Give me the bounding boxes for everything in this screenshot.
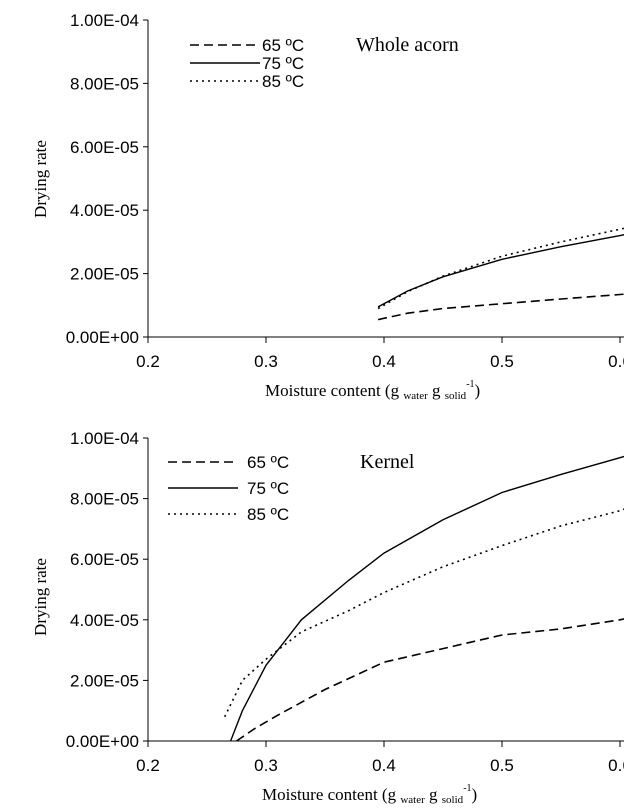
legend-label-65: 65 ºC — [262, 36, 304, 55]
x-tick-label: 0.2 — [136, 756, 160, 775]
legend: 65 ºC 75 ºC 85 ºC — [190, 36, 304, 91]
y-axis-label: Drying rate — [31, 140, 50, 218]
plot-series — [223, 455, 624, 742]
x-tick-label: 0.5 — [490, 352, 514, 371]
y-tick-label: 0.00E+00 — [66, 732, 139, 751]
y-ticks: 0.00E+00 2.00E-05 4.00E-05 6.00E-05 8.00E-05… — [66, 429, 148, 751]
x-tick-label: 0.4 — [372, 756, 396, 775]
x-tick-label: 0.3 — [254, 352, 278, 371]
x-ticks: 0.20.30.40.50.60.7 — [136, 741, 624, 775]
y-tick-label: 4.00E-05 — [70, 201, 139, 220]
chart-whole-acorn: Drying rate 0.00E+00 2.00E-05 4.00E-05 6.00… — [31, 11, 624, 402]
y-tick-label: 1.00E-04 — [70, 429, 139, 448]
x-ticks: 0.20.30.40.50.60.7 — [136, 337, 624, 371]
y-tick-label: 8.00E-05 — [70, 490, 139, 509]
x-tick-label: 0.4 — [372, 352, 396, 371]
series-line-85c — [223, 508, 624, 718]
x-axis-label: Moisture content (g water g solid-1) — [262, 783, 477, 806]
y-tick-label: 0.00E+00 — [66, 328, 139, 347]
series-line-75c — [377, 234, 624, 308]
panel-annotation: Whole acorn — [356, 34, 459, 56]
chart-kernel: Drying rate 0.00E+00 2.00E-05 4.00E-05 6.00… — [31, 429, 624, 806]
x-tick-label: 0.2 — [136, 352, 160, 371]
y-ticks: 0.00E+00 2.00E-05 4.00E-05 6.00E-05 8.00E-05… — [66, 11, 148, 347]
plot-series — [377, 227, 624, 321]
legend-label-65: 65 ºC — [247, 453, 289, 472]
legend-label-85: 85 ºC — [262, 72, 304, 91]
y-tick-label: 2.00E-05 — [70, 671, 139, 690]
series-line-75c — [229, 455, 624, 742]
y-tick-label: 8.00E-05 — [70, 74, 139, 93]
panel-annotation: Kernel — [360, 451, 415, 473]
x-tick-label: 0.3 — [254, 756, 278, 775]
y-axis-label: Drying rate — [31, 558, 50, 636]
legend-label-75: 75 ºC — [247, 479, 289, 498]
legend: 65 ºC 75 ºC 85 ºC — [168, 453, 289, 524]
y-tick-label: 4.00E-05 — [70, 611, 139, 630]
series-line-65c — [236, 618, 624, 742]
x-tick-label: 0.5 — [490, 756, 514, 775]
legend-label-85: 85 ºC — [247, 505, 289, 524]
y-tick-label: 1.00E-04 — [70, 11, 139, 30]
x-axis-label: Moisture content (g water g solid-1) — [265, 379, 480, 402]
x-tick-label: 0.6 — [608, 756, 624, 775]
series-line-65c — [377, 293, 624, 321]
y-tick-label: 6.00E-05 — [70, 550, 139, 569]
y-tick-label: 6.00E-05 — [70, 138, 139, 157]
y-tick-label: 2.00E-05 — [70, 265, 139, 284]
legend-label-75: 75 ºC — [262, 54, 304, 73]
x-tick-label: 0.6 — [608, 352, 624, 371]
series-line-85c — [377, 227, 624, 310]
